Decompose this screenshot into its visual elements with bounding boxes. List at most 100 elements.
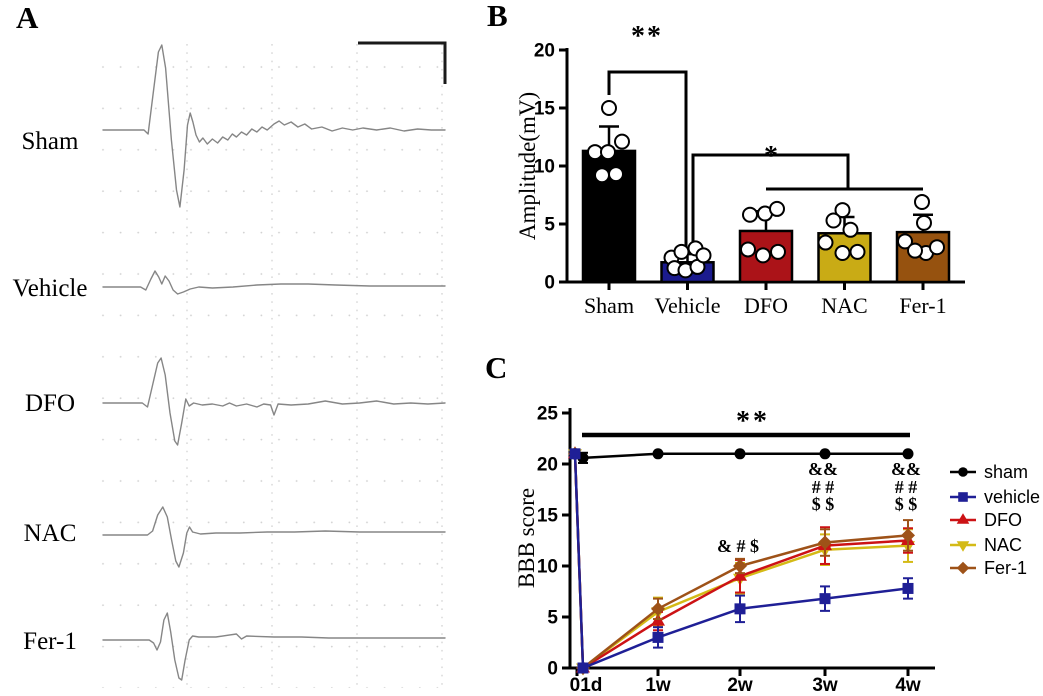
data-point <box>740 241 756 258</box>
annotation-4w: && <box>891 459 921 479</box>
square-marker <box>577 662 589 674</box>
y-tick-label: 10 <box>537 557 558 578</box>
series-vehicle <box>569 448 914 674</box>
sig-label: ** <box>736 406 770 437</box>
panel-b-letter: B <box>487 0 508 33</box>
diamond-marker <box>651 601 665 616</box>
legend-label-NAC: NAC <box>984 535 1022 555</box>
trace-label-NAC: NAC <box>24 520 77 547</box>
trace-DFO <box>102 357 446 446</box>
trace-NAC <box>102 506 446 568</box>
circle-marker <box>819 448 831 460</box>
square-marker <box>652 631 664 643</box>
panel-a-letter: A <box>16 0 39 35</box>
legend-label-vehicle: vehicle <box>984 487 1040 507</box>
data-point <box>600 144 616 161</box>
y-tick-label: 15 <box>534 99 556 120</box>
data-point <box>594 167 610 184</box>
data-point <box>770 243 786 260</box>
circle-marker <box>652 448 664 460</box>
scale-bar <box>358 41 447 84</box>
data-point <box>673 243 690 260</box>
legend-label-DFO: DFO <box>984 510 1022 530</box>
data-point <box>742 206 758 223</box>
diamond-marker <box>956 561 970 575</box>
y-tick-label: 20 <box>534 41 555 62</box>
panel-b-y-axis-title: Amplitude(mV) <box>515 92 540 240</box>
trace-Vehicle <box>102 270 446 295</box>
x-tick-label-Vehicle: Vehicle <box>655 293 721 318</box>
data-point <box>614 133 630 150</box>
panel-c-y-axis-title: BBB score <box>514 488 539 588</box>
square-marker <box>734 603 746 615</box>
data-point <box>842 221 859 238</box>
trace-label-Sham: Sham <box>22 128 80 155</box>
annotation-4w: $ $ <box>895 494 918 514</box>
y-tick-label: 20 <box>537 455 558 476</box>
diamond-marker <box>733 559 747 573</box>
data-point <box>587 144 603 161</box>
sig-bracket-sham-vehicle <box>607 70 688 251</box>
y-tick-label: 0 <box>544 273 555 294</box>
circle-marker <box>902 448 914 460</box>
data-point <box>769 200 785 217</box>
circle-marker <box>958 467 968 477</box>
data-point <box>834 245 851 261</box>
x-tick-label-NAC: NAC <box>821 293 867 318</box>
square-marker <box>819 593 831 605</box>
diamond-marker <box>901 528 915 543</box>
trace-label-Vehicle: Vehicle <box>13 275 88 302</box>
data-point <box>834 202 851 219</box>
annotation-3w: $ $ <box>812 494 835 514</box>
annotation-3w: # # <box>812 477 835 497</box>
panel-b-bar-chart: 0 5 10 15 20 Amplitude(mV) Sham Vehicle DFO NAC Fe… <box>515 21 965 318</box>
data-point <box>916 214 932 231</box>
data-point <box>914 193 930 210</box>
y-tick-label: 0 <box>547 659 558 680</box>
legend-item-NAC: NAC <box>950 535 1022 555</box>
data-point <box>601 100 617 116</box>
trace-label-DFO: DFO <box>25 390 75 417</box>
trace-Sham <box>102 44 446 208</box>
data-point <box>825 212 842 229</box>
data-point <box>608 166 624 183</box>
square-marker <box>958 492 968 502</box>
x-tick-label-DFO: DFO <box>744 293 788 318</box>
data-point <box>929 239 945 256</box>
x-tick-label-2w: 2w <box>727 675 753 696</box>
x-tick-label-1w: 1w <box>645 675 671 696</box>
trace-Fer-1 <box>102 612 446 681</box>
data-point <box>817 234 834 251</box>
panel-a-traces-chart: Sham Vehicle DFO NAC Fer-1 <box>13 41 447 688</box>
panel-c-letter: C <box>485 350 508 385</box>
x-tick-label-4w: 4w <box>895 675 921 696</box>
dot-grid <box>100 42 447 688</box>
y-tick-label: 5 <box>544 215 555 236</box>
x-tick-label-Sham: Sham <box>584 293 634 318</box>
legend-item-sham: sham <box>950 462 1028 482</box>
circle-marker <box>734 448 746 460</box>
square-marker <box>569 448 581 460</box>
y-tick-label: 5 <box>547 608 558 629</box>
annotation-2w: & # $ <box>717 536 759 556</box>
triangle-up-marker <box>733 568 747 581</box>
data-point <box>907 242 923 259</box>
data-point <box>755 247 771 264</box>
legend-item-vehicle: vehicle <box>950 487 1040 507</box>
y-tick-label: 15 <box>537 506 559 527</box>
legend-label-Fer-1: Fer-1 <box>984 558 1027 578</box>
sig-label: ** <box>631 21 663 52</box>
annotation-4w: # # <box>895 477 918 497</box>
x-tick-label-Fer-1: Fer-1 <box>899 293 946 318</box>
diamond-marker <box>818 535 832 550</box>
x-tick-label-01d: 01d <box>570 675 603 696</box>
x-tick-label-3w: 3w <box>812 675 838 696</box>
legend-item-DFO: DFO <box>950 510 1022 530</box>
y-tick-label: 25 <box>537 404 559 425</box>
legend-item-Fer-1: Fer-1 <box>950 558 1027 578</box>
y-tick-label: 10 <box>534 157 555 178</box>
data-point <box>897 233 913 250</box>
legend-label-sham: sham <box>984 462 1028 482</box>
